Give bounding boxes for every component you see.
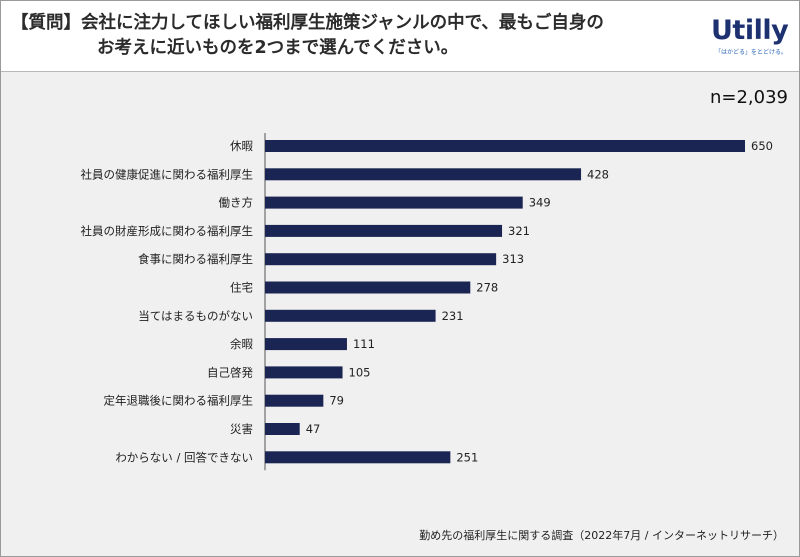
bar <box>265 451 451 464</box>
bar <box>265 168 582 181</box>
category-label: 食事に関わる福利厚生 <box>138 252 253 266</box>
category-label: 余暇 <box>230 337 253 351</box>
value-label: 278 <box>476 281 498 295</box>
bar <box>265 309 436 322</box>
category-label: 災害 <box>230 422 253 436</box>
source-note: 勤め先の福利厚生に関する調査（2022年7月 / インターネットリサーチ） <box>419 529 784 542</box>
value-label: 349 <box>529 196 551 210</box>
utilly-logo: Utilly 「はかどる」をとどける。 <box>711 15 791 61</box>
header: 【質問】会社に注力してほしい福利厚生施策ジャンルの中で、最もご自身の お考えに近… <box>1 1 799 72</box>
logo-tagline: 「はかどる」をとどける。 <box>714 49 787 56</box>
question-line-2: お考えに近いものを2つまで選んでください。 <box>97 38 459 58</box>
question-line-1: 会社に注力してほしい福利厚生施策ジャンルの中で、最もご自身の <box>81 13 604 33</box>
value-label: 251 <box>456 450 478 464</box>
value-label: 111 <box>353 337 375 351</box>
bar <box>265 338 347 351</box>
bar <box>265 281 471 294</box>
bar <box>265 423 300 435</box>
bar <box>265 366 343 379</box>
category-label: 自己啓発 <box>207 365 253 379</box>
category-label: 休暇 <box>230 139 253 153</box>
bar <box>265 224 503 237</box>
sample-size: n=2,039 <box>709 87 788 108</box>
value-label: 47 <box>306 422 321 436</box>
value-label: 313 <box>502 252 524 266</box>
category-label: 働き方 <box>219 196 254 210</box>
value-label: 231 <box>442 309 464 323</box>
bar <box>265 196 523 209</box>
category-label: わからない / 回答できない <box>115 450 253 464</box>
logo-text: Utilly <box>711 15 789 46</box>
bar <box>265 140 745 152</box>
value-label: 321 <box>508 224 530 238</box>
value-label: 428 <box>587 167 609 181</box>
bar <box>265 253 497 266</box>
question-tag: 【質問】 <box>11 13 81 33</box>
category-label: 社員の財産形成に関わる福利厚生 <box>81 224 254 238</box>
bar <box>265 394 324 407</box>
value-label: 79 <box>329 394 344 408</box>
category-label: 当てはまるものがない <box>138 309 253 323</box>
question-text: 【質問】会社に注力してほしい福利厚生施策ジャンルの中で、最もご自身の お考えに近… <box>11 11 701 61</box>
category-label: 社員の健康促進に関わる福利厚生 <box>81 167 254 181</box>
value-label: 650 <box>751 139 773 153</box>
category-label: 住宅 <box>230 281 253 295</box>
value-label: 105 <box>349 365 371 379</box>
category-label: 定年退職後に関わる福利厚生 <box>104 394 254 408</box>
